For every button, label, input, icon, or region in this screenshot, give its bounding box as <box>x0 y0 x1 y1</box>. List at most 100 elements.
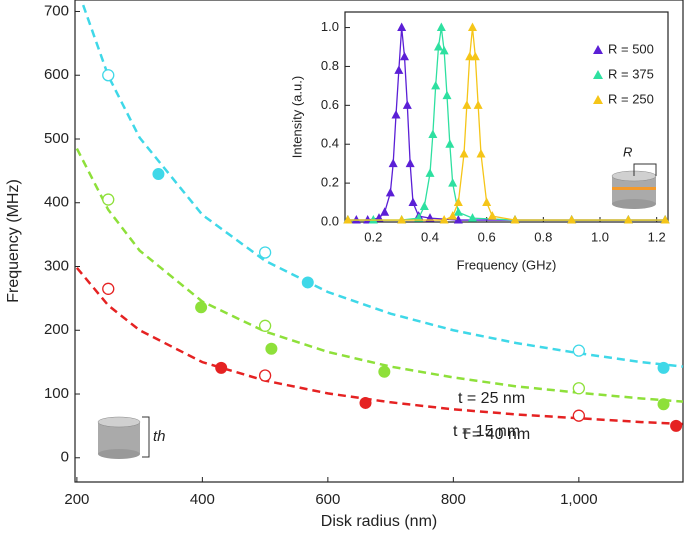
triangle-marker <box>436 22 446 32</box>
x-tick-label: 200 <box>64 491 89 508</box>
y-axis-label: Frequency (MHz) <box>5 179 22 303</box>
y-axis-label: Intensity (a.u.) <box>289 76 304 158</box>
x-tick-label: 1.2 <box>648 229 666 244</box>
legend-label: R = 375 <box>608 66 654 81</box>
triangle-marker <box>453 197 463 207</box>
triangle-marker <box>400 51 409 61</box>
triangle-marker <box>394 65 404 74</box>
triangle-marker <box>442 90 452 100</box>
y-tick-label: 0.8 <box>321 58 339 73</box>
curve-label: t = 15 nm <box>453 423 520 440</box>
x-tick-label: 400 <box>190 491 215 508</box>
plot-frame <box>74 0 684 483</box>
y-tick-label: 700 <box>44 2 69 19</box>
y-tick-label: 0.0 <box>321 213 339 228</box>
triangle-marker <box>385 187 395 197</box>
triangle-marker <box>468 22 477 32</box>
legend-marker <box>593 45 603 54</box>
curve-label: t = 25 nm <box>458 390 525 407</box>
x-axis-label: Disk radius (nm) <box>321 513 437 530</box>
y-tick-label: 100 <box>44 385 69 402</box>
triangle-marker <box>405 158 415 168</box>
open-marker <box>102 69 115 82</box>
triangle-marker <box>439 215 449 224</box>
annotation: R <box>623 144 632 159</box>
triangle-marker <box>462 100 472 109</box>
x-tick-label: 0.4 <box>421 229 439 244</box>
triangle-marker <box>510 215 520 224</box>
triangle-marker <box>428 129 438 138</box>
y-tick-label: 400 <box>44 194 69 211</box>
filled-marker <box>657 398 670 411</box>
y-tick-label: 500 <box>44 130 69 147</box>
triangle-marker <box>397 22 407 32</box>
open-marker <box>258 369 272 382</box>
open-marker <box>572 409 585 422</box>
filled-marker <box>359 396 372 409</box>
triangle-marker <box>391 110 401 119</box>
open-marker <box>572 344 585 357</box>
triangle-marker <box>453 215 463 224</box>
filled-marker <box>215 361 228 374</box>
y-tick-label: 300 <box>44 257 69 274</box>
y-tick-label: 200 <box>44 321 69 338</box>
y-tick-label: 0.4 <box>321 136 339 151</box>
triangle-marker <box>388 158 398 168</box>
triangle-marker <box>660 215 670 224</box>
fit-line <box>75 266 684 426</box>
legend-label: R = 250 <box>608 91 654 106</box>
triangle-marker <box>434 42 443 51</box>
legend-marker <box>593 95 603 104</box>
triangle-marker <box>363 215 373 224</box>
inset-plot: 0.2 0.4 0.6 0.8 1.0 1.2 0.0 0.2 0.4 0.6 0.8 1.0 Freq… <box>289 11 670 272</box>
triangle-marker <box>567 215 577 224</box>
triangle-marker <box>476 148 486 158</box>
filled-marker <box>265 342 278 355</box>
triangle-marker <box>408 197 418 207</box>
triangle-marker <box>448 211 458 220</box>
y-tick-label: 0.6 <box>321 97 339 112</box>
plot-frame <box>344 11 669 223</box>
legend-label: R = 500 <box>608 41 654 56</box>
triangle-marker <box>473 100 483 109</box>
triangle-marker <box>468 213 477 222</box>
y-tick-label: 600 <box>44 66 69 83</box>
triangle-marker <box>439 45 449 55</box>
filled-marker <box>301 276 314 289</box>
triangle-marker <box>351 215 361 224</box>
triangle-marker <box>397 215 407 224</box>
triangle-marker <box>487 211 497 220</box>
y-tick-label: 0.2 <box>321 175 339 190</box>
open-marker <box>572 382 585 395</box>
triangle-marker <box>445 139 455 148</box>
y-tick-label: 0 <box>61 449 69 466</box>
y-tick-label: 1.0 <box>321 19 339 34</box>
open-marker <box>258 319 272 332</box>
triangle-marker <box>453 207 463 216</box>
triangle-marker <box>380 207 390 216</box>
x-tick-label: 1,000 <box>560 491 598 508</box>
x-axis-label: Frequency (GHz) <box>457 257 557 272</box>
triangle-marker <box>448 178 458 187</box>
x-tick-label: 0.8 <box>534 229 552 244</box>
triangle-marker <box>343 215 353 224</box>
cylinder-icon <box>611 163 657 209</box>
x-tick-label: 600 <box>315 491 340 508</box>
triangle-marker <box>431 80 441 90</box>
fit-line <box>81 4 684 368</box>
main-plot: 200 400 600 800 1,000 0 100 200 300 400 500 600 700 D… <box>5 0 684 530</box>
x-tick-label: 0.2 <box>364 229 382 244</box>
triangle-marker <box>459 148 469 158</box>
filled-marker <box>670 419 683 432</box>
cylinder-icon <box>97 416 150 459</box>
x-tick-label: 0.6 <box>478 229 496 244</box>
x-tick-label: 800 <box>441 491 466 508</box>
triangle-marker <box>623 215 633 224</box>
open-marker <box>258 246 272 259</box>
triangle-marker <box>470 51 480 61</box>
filled-marker <box>657 361 670 374</box>
triangle-marker <box>425 168 435 177</box>
legend-marker <box>593 70 603 79</box>
filled-marker <box>378 365 391 378</box>
filled-marker <box>195 301 208 314</box>
